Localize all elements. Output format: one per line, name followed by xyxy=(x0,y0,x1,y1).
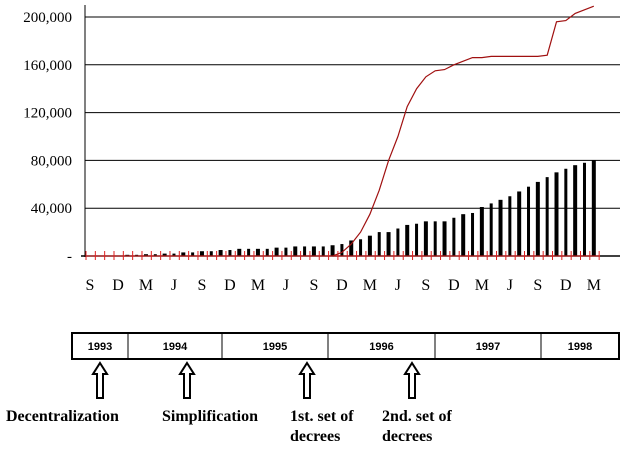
event-label-decentralization: Decentralization xyxy=(6,408,119,425)
bar xyxy=(452,217,456,256)
bar xyxy=(582,162,586,256)
bar xyxy=(330,245,335,256)
bar xyxy=(461,214,466,256)
bar xyxy=(274,247,279,256)
x-tick-label: J xyxy=(507,277,513,294)
bar xyxy=(284,247,288,256)
y-tick-label: 200,000 xyxy=(23,10,72,26)
timeline-year: 1995 xyxy=(263,341,287,353)
bar xyxy=(377,232,381,256)
up-arrow-icon xyxy=(91,361,109,399)
bar xyxy=(237,248,242,256)
cumulative-line xyxy=(332,5,595,257)
x-tick-label: J xyxy=(283,277,289,294)
bar xyxy=(545,177,549,256)
x-tick-label: D xyxy=(560,277,572,294)
bar xyxy=(218,250,223,256)
bar xyxy=(162,253,167,256)
timeline-year: 1993 xyxy=(88,341,112,353)
bar xyxy=(359,239,363,256)
up-arrow-icon xyxy=(298,361,316,399)
event-label-simplification: Simplification xyxy=(162,408,259,425)
bar xyxy=(535,181,540,256)
x-tick-label: J xyxy=(171,277,177,294)
bar xyxy=(508,196,512,256)
bar xyxy=(415,223,419,256)
x-tick-label: S xyxy=(309,277,318,294)
y-tick-label: - xyxy=(67,249,72,265)
bar xyxy=(135,254,139,256)
bar xyxy=(489,203,493,256)
bar xyxy=(321,246,325,256)
x-tick-label: J xyxy=(395,277,401,294)
bar xyxy=(209,251,213,256)
bar xyxy=(573,165,578,256)
bar xyxy=(527,186,531,256)
timeline-year: 1996 xyxy=(369,341,393,353)
bar xyxy=(172,253,176,256)
timeline-year: 1997 xyxy=(476,341,500,353)
bar xyxy=(423,221,428,256)
bar xyxy=(303,246,307,256)
bar xyxy=(255,248,260,256)
up-arrow-icon xyxy=(178,361,196,399)
bar xyxy=(153,254,157,256)
bar xyxy=(228,250,232,256)
timeline-year: 1994 xyxy=(163,341,188,353)
x-tick-label: M xyxy=(587,277,601,294)
bar xyxy=(442,221,447,256)
event-label-first-decrees: 1st. set of decrees xyxy=(290,408,354,445)
bar xyxy=(191,252,195,256)
y-tick-label: 80,000 xyxy=(31,153,72,169)
bar xyxy=(498,199,503,256)
bar xyxy=(591,160,596,256)
bar xyxy=(199,251,204,256)
bar xyxy=(433,221,437,256)
bar xyxy=(247,248,251,256)
bar xyxy=(340,244,344,256)
x-tick-label: D xyxy=(112,277,124,294)
bar xyxy=(293,246,298,256)
x-tick-label: D xyxy=(336,277,348,294)
x-tick-label: M xyxy=(251,277,265,294)
bar xyxy=(479,207,484,256)
y-tick-label: 160,000 xyxy=(23,58,72,74)
x-tick-label: D xyxy=(224,277,236,294)
bar xyxy=(396,228,400,256)
bar xyxy=(349,240,354,256)
bar xyxy=(311,246,316,256)
bar xyxy=(517,191,522,256)
x-tick-label: S xyxy=(533,277,542,294)
bar xyxy=(125,254,130,256)
event-label-second-decrees: 2nd. set of decrees xyxy=(382,408,452,445)
bar xyxy=(386,232,391,256)
timeline-year: 1998 xyxy=(568,341,592,353)
x-tick-label: S xyxy=(198,277,207,294)
x-tick-label: S xyxy=(86,277,95,294)
bar xyxy=(181,252,186,256)
up-arrow-icon xyxy=(403,361,421,399)
x-tick-label: S xyxy=(421,277,430,294)
x-tick-label: M xyxy=(139,277,153,294)
x-tick-label: M xyxy=(363,277,377,294)
x-tick-label: D xyxy=(448,277,460,294)
bar xyxy=(564,168,568,256)
y-tick-label: 40,000 xyxy=(31,201,72,217)
bar xyxy=(265,248,269,256)
bar xyxy=(405,224,410,256)
bar xyxy=(367,235,372,256)
bar xyxy=(143,254,148,256)
bar xyxy=(554,172,559,256)
timeline-box xyxy=(71,332,620,360)
y-tick-label: 120,000 xyxy=(23,106,72,122)
bar xyxy=(471,212,475,256)
x-tick-label: M xyxy=(475,277,489,294)
